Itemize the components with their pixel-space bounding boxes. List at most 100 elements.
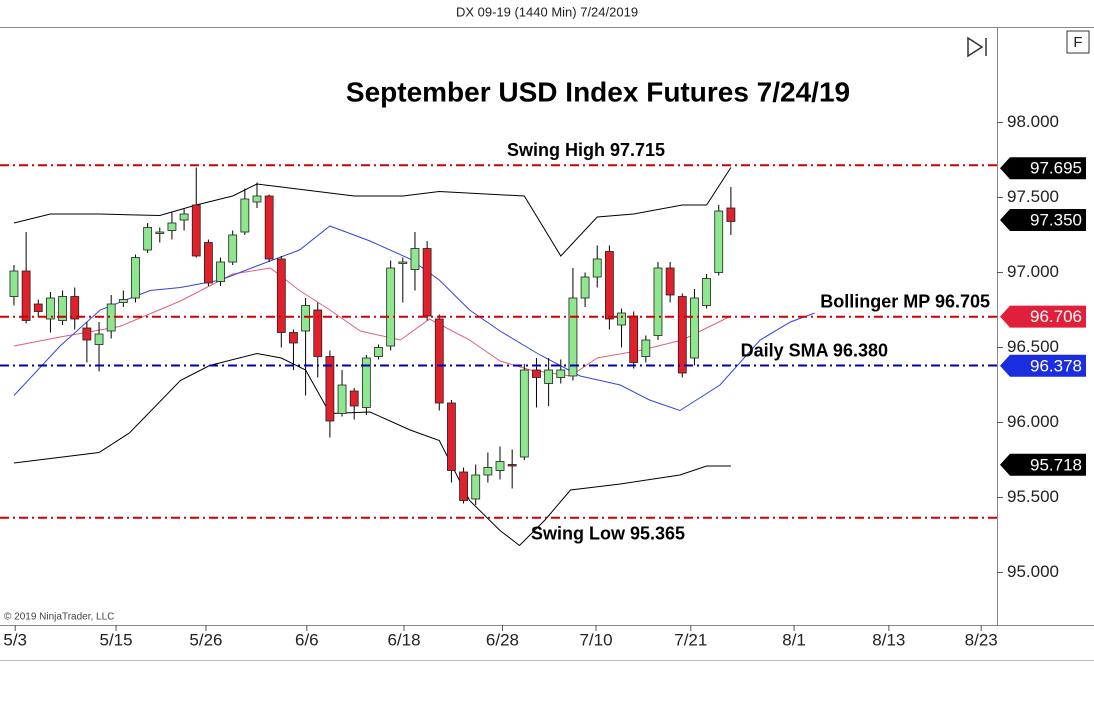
candle-body <box>629 315 639 363</box>
candle-body <box>313 309 323 357</box>
candle-body <box>690 297 699 359</box>
price-marker-label: 95.718 <box>1030 455 1082 474</box>
y-tick-label: 96.000 <box>1007 412 1059 431</box>
candle-body <box>398 261 408 264</box>
candle-body <box>361 357 371 408</box>
level-label: Bollinger MP 96.705 <box>820 292 990 312</box>
candle-body <box>179 213 189 221</box>
candle-body <box>276 258 286 333</box>
x-tick-label: 7/21 <box>674 630 707 649</box>
candle-body <box>434 318 444 404</box>
candle-body <box>143 227 153 251</box>
price-marker <box>1000 209 1086 231</box>
price-marker <box>1000 453 1086 476</box>
candle-body <box>131 257 140 299</box>
candle-body <box>289 332 298 344</box>
candle-body <box>471 474 481 500</box>
candle-body <box>519 369 529 458</box>
candle-body <box>495 461 505 471</box>
candle-body <box>447 402 456 471</box>
price-marker <box>1000 354 1086 377</box>
level-label: Daily SMA 96.380 <box>741 340 888 360</box>
candle-body <box>483 467 493 476</box>
candle-body <box>203 242 213 284</box>
copyright: © 2019 NinjaTrader, LLC <box>4 612 114 623</box>
candle-body <box>252 195 262 203</box>
indicator-line <box>13 167 732 257</box>
candle-body <box>665 267 675 296</box>
candle-body <box>301 305 311 332</box>
x-tick-label: 6/18 <box>387 630 420 649</box>
candle-body <box>216 261 225 282</box>
x-tick-label: 8/13 <box>872 630 905 649</box>
price-marker <box>1000 305 1086 328</box>
x-tick-label: 8/1 <box>782 630 806 649</box>
candle-body <box>118 299 128 303</box>
candle-body <box>94 333 104 345</box>
price-marker-label: 97.695 <box>1030 159 1082 178</box>
x-tick-label: 5/15 <box>99 630 132 649</box>
indicator-line <box>13 352 731 547</box>
candle-body <box>568 297 578 377</box>
candle-body <box>337 384 347 414</box>
level-label: Swing Low 95.365 <box>531 524 685 544</box>
x-tick-label: 6/28 <box>486 630 519 649</box>
candle-body <box>9 270 19 297</box>
y-tick-label: 95.000 <box>1007 562 1059 581</box>
candle-body <box>58 296 67 321</box>
play-icon[interactable] <box>967 36 984 58</box>
candle-body <box>532 369 541 378</box>
candle-body <box>349 390 359 407</box>
candle-body <box>264 195 274 260</box>
candle-body <box>33 303 43 312</box>
x-tick-label: 7/10 <box>579 630 612 649</box>
candle-body <box>374 347 383 357</box>
candle-body <box>714 210 724 273</box>
candle-body <box>459 471 468 501</box>
indicator-line <box>13 225 815 412</box>
candle-body <box>726 207 736 222</box>
candle-body <box>228 234 238 263</box>
candle-body <box>167 222 177 231</box>
candle-body <box>641 339 651 357</box>
candle-body <box>82 327 92 341</box>
price-marker-label: 97.350 <box>1030 210 1082 229</box>
x-tick-label: 5/26 <box>189 630 222 649</box>
candle-body <box>191 204 201 257</box>
x-tick-label: 8/23 <box>965 630 998 649</box>
candle-body <box>410 248 420 270</box>
scroll-end-icon[interactable] <box>967 36 987 58</box>
y-tick-label: 95.500 <box>1007 487 1059 506</box>
header: DX 09-19 (1440 Min) 7/24/2019 <box>456 4 638 19</box>
y-tick-label: 97.000 <box>1007 262 1059 281</box>
candle-body <box>653 267 663 336</box>
y-tick-label: 96.500 <box>1007 337 1059 356</box>
y-tick-label: 97.500 <box>1007 187 1059 206</box>
candle-body <box>507 464 517 467</box>
price-marker-label: 96.706 <box>1030 307 1082 326</box>
candle-body <box>240 198 250 233</box>
x-tick-label: 6/6 <box>295 630 319 649</box>
candle-body <box>21 270 31 321</box>
candle-body <box>70 296 80 320</box>
candle-body <box>617 312 626 326</box>
x-tick-label: 5/3 <box>3 630 27 649</box>
candle-body <box>544 369 554 384</box>
candle-body <box>556 369 566 378</box>
candle-body <box>592 258 602 278</box>
price-marker <box>1000 157 1086 180</box>
candle-body <box>604 251 614 320</box>
candle-body <box>580 276 590 299</box>
indicator-line <box>13 267 732 377</box>
button-label[interactable]: F <box>1073 34 1082 51</box>
candle-body <box>155 231 165 234</box>
button-box[interactable] <box>1066 30 1090 54</box>
y-tick-label: 98.000 <box>1007 112 1059 131</box>
candle-body <box>46 297 55 320</box>
candle-body <box>386 267 396 347</box>
price-marker-label: 96.378 <box>1030 356 1082 375</box>
candle-body <box>702 278 711 306</box>
